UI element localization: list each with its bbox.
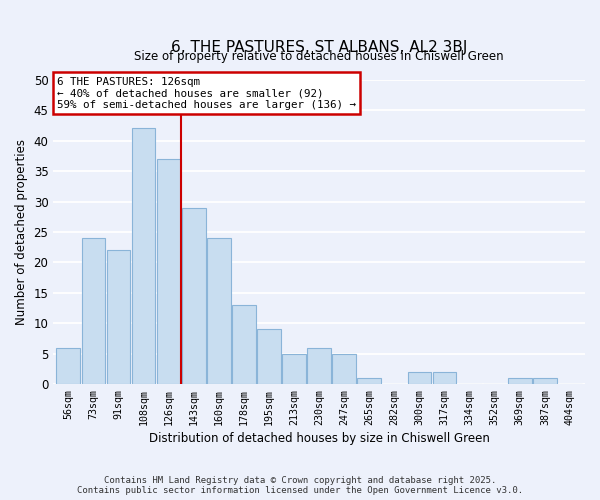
Text: 6 THE PASTURES: 126sqm
← 40% of detached houses are smaller (92)
59% of semi-det: 6 THE PASTURES: 126sqm ← 40% of detached… — [57, 76, 356, 110]
Bar — [207, 238, 231, 384]
Bar — [332, 354, 356, 384]
Bar — [407, 372, 431, 384]
Bar — [433, 372, 457, 384]
Title: 6, THE PASTURES, ST ALBANS, AL2 3BJ: 6, THE PASTURES, ST ALBANS, AL2 3BJ — [171, 40, 467, 55]
Bar — [533, 378, 557, 384]
Bar — [282, 354, 306, 384]
Bar — [56, 348, 80, 384]
Bar — [232, 305, 256, 384]
Bar — [307, 348, 331, 384]
Bar — [508, 378, 532, 384]
Bar — [107, 250, 130, 384]
Bar — [82, 238, 106, 384]
Bar — [257, 330, 281, 384]
Text: Contains HM Land Registry data © Crown copyright and database right 2025.
Contai: Contains HM Land Registry data © Crown c… — [77, 476, 523, 495]
X-axis label: Distribution of detached houses by size in Chiswell Green: Distribution of detached houses by size … — [149, 432, 490, 445]
Text: Size of property relative to detached houses in Chiswell Green: Size of property relative to detached ho… — [134, 50, 504, 63]
Bar — [157, 159, 181, 384]
Y-axis label: Number of detached properties: Number of detached properties — [15, 139, 28, 325]
Bar — [182, 208, 206, 384]
Bar — [131, 128, 155, 384]
Bar — [358, 378, 381, 384]
